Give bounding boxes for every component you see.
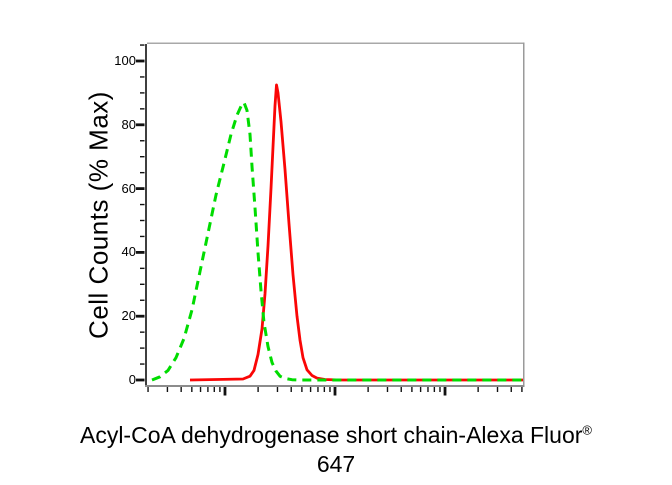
histogram-svg [136,42,525,396]
registered-trademark-symbol: ® [582,422,593,438]
y-tick-label: 60 [121,180,136,196]
y-tick-label: 20 [121,308,136,324]
x-axis-title-line1: Acyl-CoA dehydrogenase short chain-Alexa… [79,422,583,448]
y-tick-label: 0 [128,372,136,387]
y-tick-label: 40 [121,244,136,260]
x-axis-title: Acyl-CoA dehydrogenase short chain-Alexa… [0,421,672,479]
x-axis-title-line2: 647 [316,451,356,477]
red-solid-curve [189,83,523,382]
plot-area [136,42,525,396]
y-tick-label: 100 [114,53,136,68]
y-tick-label: 80 [121,116,136,132]
green-dashed-curve [151,101,523,382]
